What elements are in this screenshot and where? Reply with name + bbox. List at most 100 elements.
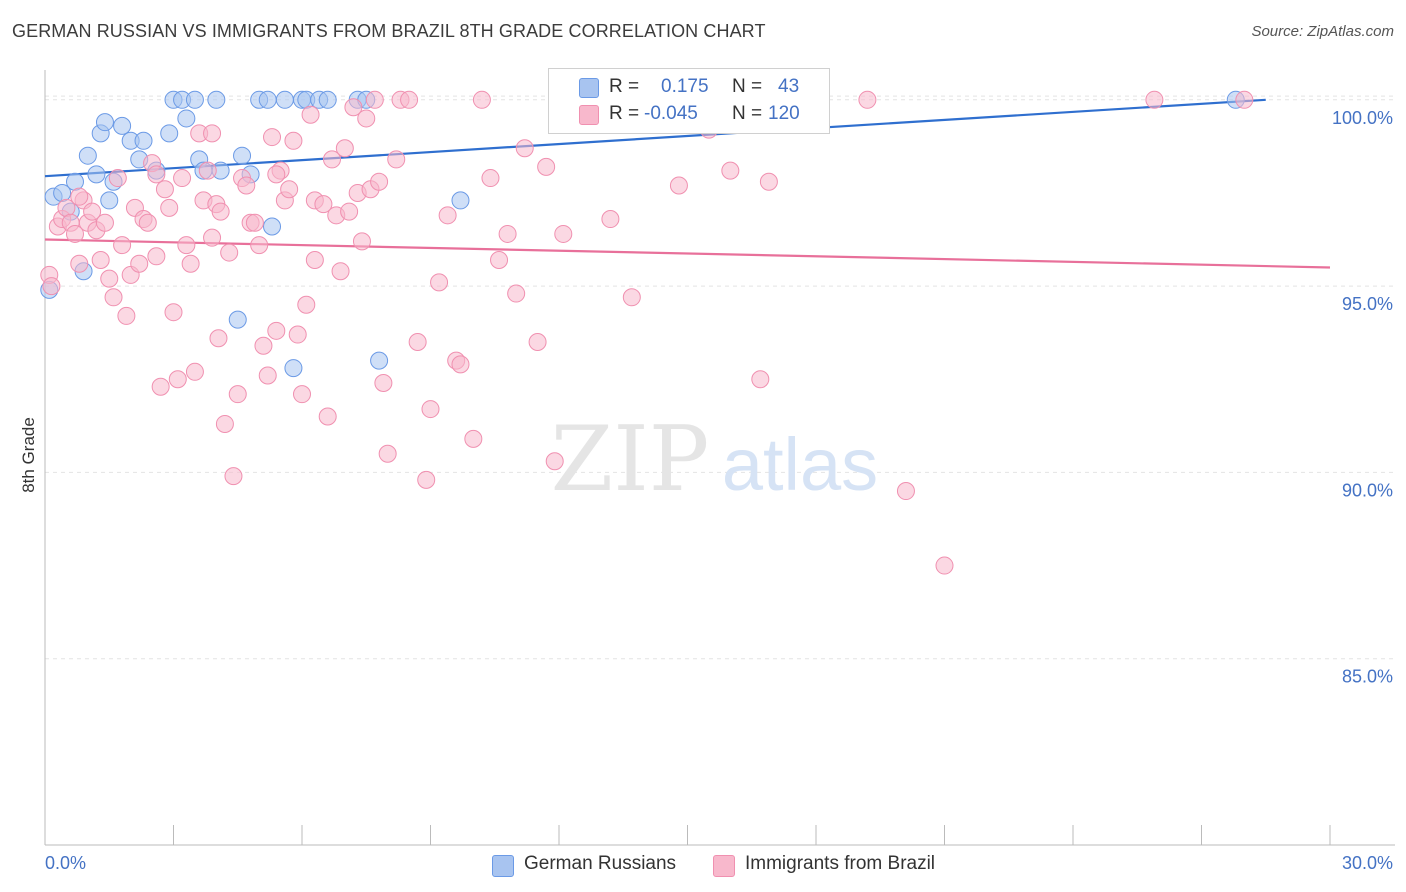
bottom-legend-label: German Russians [524, 853, 677, 874]
data-point [408, 332, 427, 351]
data-point [254, 336, 273, 355]
data-point [545, 452, 564, 471]
data-point [203, 124, 222, 143]
data-point [370, 351, 389, 370]
data-point [250, 236, 269, 255]
data-point [70, 187, 89, 206]
data-point [87, 165, 106, 184]
data-point [42, 277, 61, 296]
data-point [233, 146, 252, 165]
data-point [858, 90, 877, 109]
data-point [104, 288, 123, 307]
data-point [1145, 90, 1164, 109]
data-point [160, 198, 179, 217]
data-point [490, 251, 509, 270]
data-point [322, 150, 341, 169]
data-point [113, 236, 132, 255]
data-point [314, 195, 333, 214]
data-point [181, 254, 200, 273]
data-point [622, 288, 641, 307]
data-point [215, 414, 234, 433]
data-point [108, 169, 127, 188]
data-point [669, 176, 688, 195]
data-point [751, 370, 770, 389]
data-point [601, 210, 620, 229]
n-label: N = [732, 76, 763, 97]
watermark-atlas: atlas [722, 423, 878, 506]
stats-legend: R = 0.175 N = 43 R = -0.045 N = 120 [548, 68, 830, 134]
bottom-legend-label: Immigrants from Brazil [745, 853, 936, 874]
data-point [113, 116, 132, 135]
data-point [224, 467, 243, 486]
data-point [507, 284, 526, 303]
legend-swatch-pink [579, 105, 599, 125]
data-point [387, 150, 406, 169]
data-point [185, 90, 204, 109]
n-value: 43 [778, 76, 800, 97]
bottom-legend-swatch-pink [713, 855, 735, 877]
data-point [721, 161, 740, 180]
y-tick-label: 85.0% [1342, 667, 1393, 687]
data-point [100, 269, 119, 288]
data-point [263, 128, 282, 147]
data-point [263, 217, 282, 236]
data-point [554, 224, 573, 243]
data-point [100, 191, 119, 210]
data-point [211, 202, 230, 221]
data-point [147, 165, 166, 184]
data-point [95, 113, 114, 132]
data-point [134, 131, 153, 150]
x-tick-label: 30.0% [1342, 853, 1393, 873]
r-label: R = [609, 103, 640, 124]
data-points [40, 90, 1254, 575]
legend-swatch-blue [579, 78, 599, 98]
data-point [896, 482, 915, 501]
data-point [481, 169, 500, 188]
y-axis-label: 8th Grade [19, 417, 38, 493]
data-point [451, 355, 470, 374]
data-point [155, 180, 174, 199]
data-point [301, 105, 320, 124]
data-point [228, 310, 247, 329]
data-point [378, 444, 397, 463]
data-point [318, 90, 337, 109]
data-point [759, 172, 778, 191]
n-label: N = [732, 103, 763, 124]
data-point [258, 366, 277, 385]
data-point [935, 556, 954, 575]
data-point [297, 295, 316, 314]
bottom-legend-immigrants-brazil: Immigrants from Brazil [711, 851, 971, 877]
data-point [209, 329, 228, 348]
data-point [267, 165, 286, 184]
x-tick-label: 0.0% [45, 853, 86, 873]
data-point [130, 254, 149, 273]
series-1 [40, 90, 1254, 575]
data-point [220, 243, 239, 262]
data-point [70, 254, 89, 273]
data-point [464, 429, 483, 448]
r-value: 0.175 [661, 76, 709, 97]
data-point [168, 370, 187, 389]
data-point [65, 172, 84, 191]
data-point [237, 176, 256, 195]
data-point [374, 373, 393, 392]
data-point [138, 213, 157, 232]
bottom-legend-german-russians: German Russians [490, 851, 700, 877]
data-point [203, 228, 222, 247]
data-point [370, 172, 389, 191]
data-point [207, 90, 226, 109]
data-point [284, 359, 303, 378]
data-point [417, 470, 436, 489]
y-tick-label: 95.0% [1342, 294, 1393, 314]
data-point [305, 251, 324, 270]
data-point [164, 303, 183, 322]
data-point [267, 321, 286, 340]
data-point [173, 169, 192, 188]
r-label: R = [609, 76, 640, 97]
data-point [1235, 90, 1254, 109]
data-point [498, 224, 517, 243]
y-tick-label: 90.0% [1342, 480, 1393, 500]
y-tick-label: 100.0% [1332, 108, 1393, 128]
data-point [198, 161, 217, 180]
